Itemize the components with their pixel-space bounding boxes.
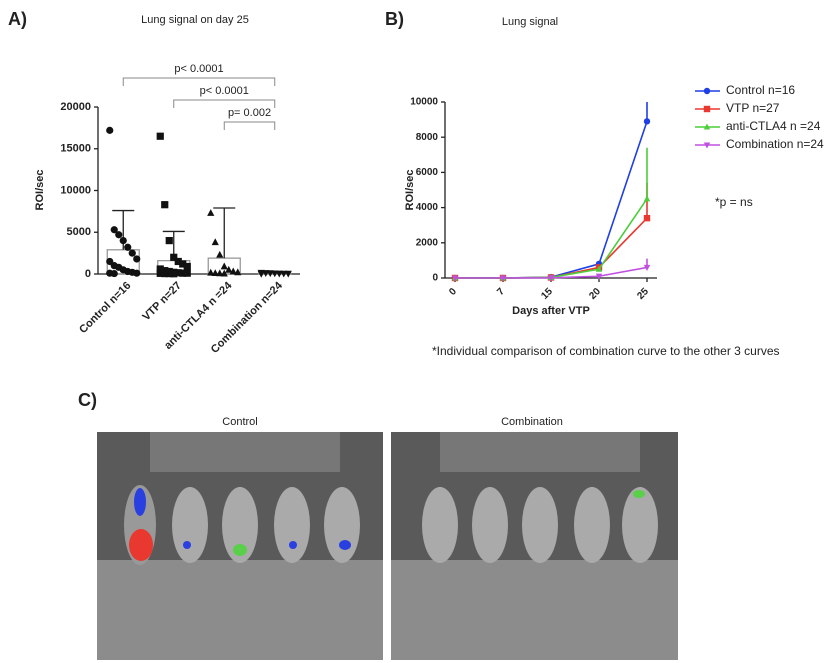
legend-label: VTP n=27 <box>726 101 780 115</box>
marker <box>703 142 711 149</box>
marker <box>499 275 507 282</box>
marker <box>128 249 136 257</box>
marker <box>133 269 141 277</box>
y-tick-label: 5000 <box>67 226 91 238</box>
marker <box>161 201 169 209</box>
marker <box>211 269 219 277</box>
significance-bracket <box>173 99 276 108</box>
marker <box>156 269 164 277</box>
marker <box>161 269 169 278</box>
marker <box>183 262 191 271</box>
marker <box>284 270 292 278</box>
marker <box>234 268 242 276</box>
chart-title: Lung signal <box>502 16 558 28</box>
x-tick-label: 0 <box>447 286 459 298</box>
y-tick-label: 20000 <box>60 101 91 113</box>
marker <box>110 269 118 278</box>
marker <box>703 87 711 95</box>
y-tick-label: 10000 <box>60 184 91 196</box>
y-axis-label: ROI/sec <box>34 170 46 211</box>
significance-bracket <box>223 121 276 130</box>
x-tick-label: 15 <box>539 286 555 302</box>
marker <box>110 226 118 234</box>
marker <box>133 255 141 263</box>
marker <box>179 260 187 268</box>
marker <box>211 238 219 246</box>
marker <box>106 126 114 134</box>
y-tick-label: 8000 <box>416 132 439 143</box>
y-tick-label: 10000 <box>410 97 438 108</box>
marker <box>183 269 191 277</box>
annotation: *p = ns <box>715 195 753 209</box>
footnote: *Individual comparison of combination cu… <box>432 344 780 358</box>
marker <box>225 265 233 273</box>
panel-label: A) <box>8 9 27 29</box>
image-caption: Combination <box>501 416 563 428</box>
marker <box>156 132 164 140</box>
marker <box>451 275 459 282</box>
series-line <box>455 121 648 279</box>
x-tick-label: 20 <box>587 286 603 302</box>
panel-label: C) <box>78 390 97 410</box>
marker <box>595 273 603 280</box>
series-line <box>455 198 648 279</box>
marker <box>115 231 123 239</box>
marker <box>179 269 187 277</box>
marker <box>547 275 555 282</box>
y-tick-label: 0 <box>432 273 438 284</box>
y-tick-label: 4000 <box>416 202 439 213</box>
marker <box>174 269 182 277</box>
marker <box>207 209 215 216</box>
y-tick-label: 0 <box>85 268 91 280</box>
significance-label: p< 0.0001 <box>174 63 223 75</box>
marker <box>207 268 215 276</box>
marker <box>156 265 164 273</box>
legend-label: anti-CTLA4 n =24 <box>726 119 821 133</box>
x-tick-label: 7 <box>495 286 507 298</box>
chart-title: Lung signal on day 25 <box>141 14 249 26</box>
marker <box>595 265 603 272</box>
marker <box>119 237 127 245</box>
series-line <box>455 217 648 279</box>
legend-label: Control n=16 <box>726 83 795 97</box>
marker <box>124 243 132 251</box>
x-tick-label: VTP n=27 <box>140 280 184 324</box>
legend-label: Combination n=24 <box>726 137 824 151</box>
marker <box>170 270 178 278</box>
marker <box>643 195 651 202</box>
x-axis-label: Days after VTP <box>512 305 590 317</box>
marker <box>216 250 224 258</box>
y-tick-label: 6000 <box>416 167 439 178</box>
x-tick-label: Control n=16 <box>77 280 133 336</box>
y-tick-label: 15000 <box>60 143 91 155</box>
x-tick-label: 25 <box>635 286 651 302</box>
y-tick-label: 2000 <box>416 237 439 248</box>
marker <box>220 262 228 270</box>
marker <box>165 269 173 278</box>
marker <box>257 270 265 278</box>
marker <box>229 267 237 275</box>
image-caption: Control <box>222 416 257 428</box>
panel-label: B) <box>385 9 404 29</box>
marker <box>174 257 182 266</box>
marker <box>643 264 651 271</box>
marker <box>220 269 228 277</box>
marker <box>165 237 173 245</box>
y-axis-label: ROI/sec <box>404 170 416 211</box>
significance-label: p< 0.0001 <box>200 85 249 97</box>
marker <box>170 253 178 261</box>
marker <box>216 269 224 277</box>
marker <box>703 105 711 113</box>
significance-label: p= 0.002 <box>228 107 271 119</box>
significance-bracket <box>122 77 276 86</box>
image-control <box>97 432 383 660</box>
image-combination <box>391 432 678 660</box>
marker <box>703 123 711 130</box>
marker <box>643 118 651 125</box>
marker <box>643 214 651 222</box>
